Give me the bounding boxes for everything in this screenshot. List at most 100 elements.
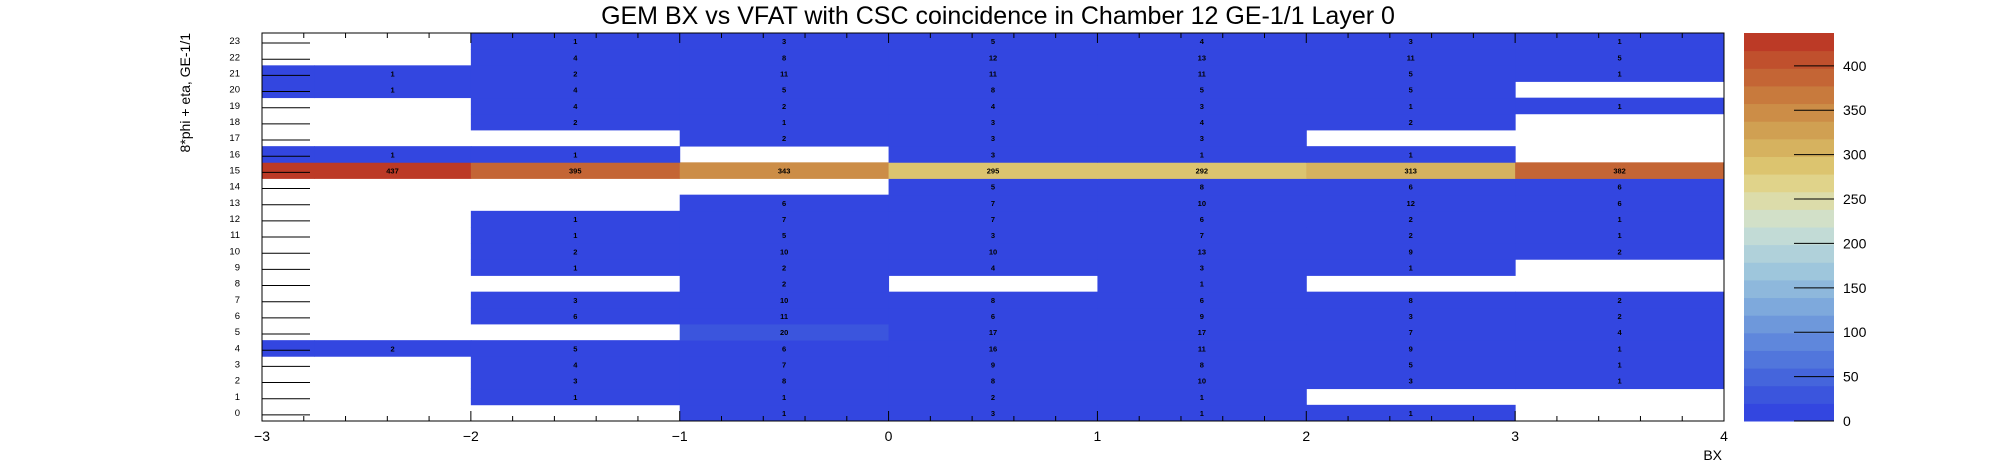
heatmap-cell xyxy=(888,130,1098,147)
heatmap-cell xyxy=(1515,291,1725,309)
color-scale-label: 100 xyxy=(1843,324,1867,340)
heatmap-cell xyxy=(470,243,681,260)
cell-value-label: 5 xyxy=(573,344,577,353)
heatmap-cell xyxy=(470,146,681,163)
heatmap-cell xyxy=(1515,227,1725,244)
heatmap-cell xyxy=(1306,227,1516,244)
cell-value-label: 1 xyxy=(782,118,786,127)
cell-value-label: 3 xyxy=(991,409,995,418)
cell-value-label: 395 xyxy=(569,166,582,175)
heatmap-cell xyxy=(888,404,1098,422)
cell-value-label: 12 xyxy=(989,53,997,62)
x-tick-label: 0 xyxy=(885,428,893,444)
heatmap-cell xyxy=(1515,162,1725,179)
y-tick-label: 5 xyxy=(235,327,240,338)
heatmap-cell xyxy=(470,388,681,406)
heatmap-cell xyxy=(888,97,1098,115)
cell-value-label: 1 xyxy=(1200,409,1204,418)
cell-value-label: 6 xyxy=(782,344,786,353)
cell-value-label: 1 xyxy=(390,69,394,78)
heatmap-cell xyxy=(1306,356,1516,373)
heatmap-cell xyxy=(1515,194,1725,212)
cell-value-label: 2 xyxy=(573,247,577,256)
heatmap-cell xyxy=(1515,307,1725,325)
color-scale-label: 200 xyxy=(1843,235,1867,251)
heatmap-cell xyxy=(679,259,890,276)
cell-value-label: 8 xyxy=(782,53,786,62)
cell-value-label: 11 xyxy=(1198,69,1206,78)
cell-value-label: 20 xyxy=(780,328,788,337)
color-scale-label: 150 xyxy=(1843,280,1867,296)
cell-value-label: 1 xyxy=(573,150,577,159)
heatmap-cell xyxy=(1306,324,1516,341)
cell-value-label: 4 xyxy=(1617,328,1622,337)
cell-value-label: 1 xyxy=(1409,150,1413,159)
cell-value-label: 3 xyxy=(1200,102,1204,111)
y-tick-label: 10 xyxy=(229,246,240,257)
heatmap-cell xyxy=(1097,194,1307,212)
cell-value-label: 6 xyxy=(1617,199,1621,208)
y-tick-label: 21 xyxy=(229,68,240,79)
heatmap-cell xyxy=(1515,243,1725,260)
color-scale-label: 400 xyxy=(1843,58,1867,74)
y-tick-label: 11 xyxy=(230,230,240,241)
cell-value-labels: 1 3 1 11 1 2 13 8 8 10 3 14 7 9 8 5 12 5 6 16 11 9 120 17 17 7 46 1… xyxy=(386,37,1626,418)
cell-value-label: 9 xyxy=(1409,344,1413,353)
cell-value-label: 10 xyxy=(1198,377,1206,386)
heatmap-cell xyxy=(1097,356,1307,373)
heatmap-cell xyxy=(679,49,890,66)
heatmap-cell xyxy=(1306,243,1516,260)
cell-value-label: 5 xyxy=(782,86,786,95)
heatmap-cell xyxy=(1515,178,1725,196)
cell-value-label: 5 xyxy=(1409,69,1413,78)
heatmap-cell xyxy=(679,404,890,422)
cell-value-label: 3 xyxy=(782,37,786,46)
heatmap-cell xyxy=(1097,146,1307,163)
cell-value-label: 11 xyxy=(1407,53,1415,62)
cell-value-label: 11 xyxy=(1198,344,1206,353)
cell-value-label: 6 xyxy=(991,312,995,321)
cell-value-label: 7 xyxy=(991,199,995,208)
heatmap-cell xyxy=(679,388,890,406)
heatmap-cell xyxy=(1306,307,1516,325)
y-tick-label: 16 xyxy=(229,149,240,160)
cell-value-label: 4 xyxy=(573,360,578,369)
x-tick-label: −1 xyxy=(672,428,688,444)
heatmap-cell xyxy=(1097,372,1307,390)
cell-value-label: 5 xyxy=(1409,360,1413,369)
heatmap-cell xyxy=(470,356,681,373)
heatmap-cell xyxy=(470,49,681,66)
heatmap-cell xyxy=(1515,49,1725,66)
cell-value-label: 1 xyxy=(573,215,577,224)
heatmap-cell xyxy=(1097,243,1307,260)
color-scale-segment xyxy=(1744,350,1834,369)
heatmap-cell xyxy=(679,65,890,82)
y-tick-label: 2 xyxy=(235,376,240,387)
x-axis-title: BX xyxy=(1703,447,1722,463)
cell-value-label: 5 xyxy=(782,231,786,240)
color-scale-label: 300 xyxy=(1843,147,1867,163)
heatmap-cell xyxy=(679,33,890,50)
cell-value-label: 10 xyxy=(780,296,788,305)
heatmap-cell xyxy=(1306,146,1516,163)
chart-title: GEM BX vs VFAT with CSC coincidence in C… xyxy=(601,2,1395,30)
heatmap-cell xyxy=(1306,113,1516,131)
heatmap-cell xyxy=(888,81,1098,99)
heatmap-cell xyxy=(1097,65,1307,82)
cell-value-label: 2 xyxy=(573,69,577,78)
heatmap-cell xyxy=(1306,33,1516,50)
cell-value-label: 3 xyxy=(991,231,995,240)
heatmap-cell xyxy=(888,324,1098,341)
heatmap-cell xyxy=(1515,33,1725,50)
heatmap-cell xyxy=(679,130,890,147)
heatmap-cell xyxy=(888,388,1098,406)
heatmap-cell xyxy=(888,178,1098,196)
cell-value-label: 7 xyxy=(1409,328,1413,337)
cell-value-label: 6 xyxy=(782,199,786,208)
cell-value-label: 2 xyxy=(390,344,394,353)
heatmap-cell xyxy=(1097,162,1307,179)
heatmap-cell xyxy=(470,259,681,276)
y-tick-label: 1 xyxy=(235,392,240,403)
heatmap-cell xyxy=(1306,49,1516,66)
cell-value-label: 1 xyxy=(1409,263,1413,272)
